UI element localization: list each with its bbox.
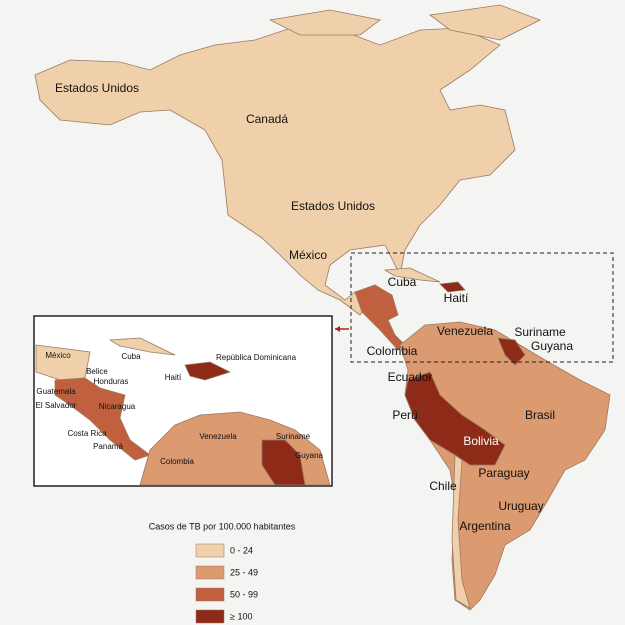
arctic-islands <box>268 4 541 41</box>
country-label: Venezuela <box>437 324 493 338</box>
inset-label: Nicaragua <box>99 402 136 411</box>
inset-label: Guyana <box>295 451 324 460</box>
inset-label: Costa Rica <box>67 429 107 438</box>
peru-bolivia <box>404 371 506 466</box>
guyana <box>497 337 526 366</box>
inset-label: Panamá <box>93 442 123 451</box>
inset-label: Colombia <box>160 457 194 466</box>
inset-label: Venezuela <box>199 432 237 441</box>
legend-label: 50 - 99 <box>230 589 258 599</box>
legend-swatch <box>195 609 225 624</box>
labels: Estados Unidos Canadá Estados Unidos Méx… <box>55 81 573 533</box>
inset <box>33 315 333 487</box>
country-label: México <box>289 248 327 262</box>
legend-swatch <box>195 543 225 558</box>
inset-label: Cuba <box>121 352 141 361</box>
south-america <box>399 321 611 611</box>
zoom-area <box>350 252 614 363</box>
inset-label: Suriname <box>276 432 311 441</box>
cuba <box>383 267 441 283</box>
inset-guyana <box>261 439 306 486</box>
inset-label: México <box>45 351 71 360</box>
inset-cuba <box>108 337 176 356</box>
country-label: Guyana <box>531 339 573 353</box>
country-label: Chile <box>429 479 457 493</box>
legend-swatch <box>195 565 225 580</box>
legend-swatch <box>195 587 225 602</box>
country-label: Paraguay <box>478 466 529 480</box>
chile <box>451 454 471 609</box>
country-label: Estados Unidos <box>55 81 139 95</box>
hispaniola <box>439 281 466 293</box>
inset-label: República Dominicana <box>216 353 297 362</box>
country-label: Argentina <box>459 519 511 533</box>
country-label: Suriname <box>514 325 566 339</box>
country-label: Estados Unidos <box>291 199 375 213</box>
inset-label: El Salvador <box>36 401 77 410</box>
inset-label: Belice <box>86 367 108 376</box>
legend-label: 0 - 24 <box>230 545 253 555</box>
country-label: Canadá <box>246 112 288 126</box>
inset-label: Guatemala <box>36 387 76 396</box>
inset-label: Haití <box>165 373 182 382</box>
arrow-head <box>335 326 340 332</box>
country-label: Bolivia <box>463 434 499 448</box>
inset-hispaniola <box>184 361 232 381</box>
country-label: Haití <box>444 291 469 305</box>
country-label: Uruguay <box>498 499 543 513</box>
inset-label: Honduras <box>94 377 129 386</box>
legend-label: 25 - 49 <box>230 567 258 577</box>
legend-title: Casos de TB por 100.000 habitantes <box>149 521 296 531</box>
country-label: Cuba <box>388 275 417 289</box>
legend-label: ≥ 100 <box>230 611 252 621</box>
country-label: Ecuador <box>388 370 433 384</box>
country-label: Brasil <box>525 408 555 422</box>
country-label: Colombia <box>367 344 418 358</box>
inset-labels: México Cuba República Dominicana Belice … <box>36 351 324 466</box>
country-label: Perú <box>392 408 417 422</box>
central-america <box>354 284 406 351</box>
